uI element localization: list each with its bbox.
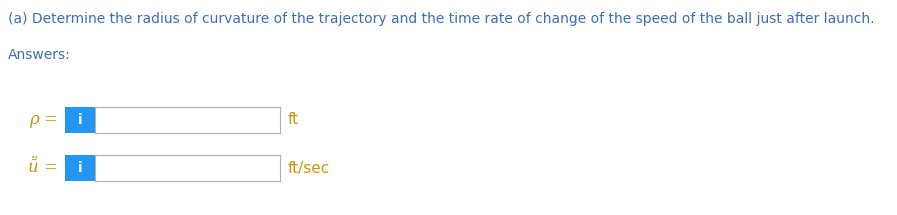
Text: (a) Determine the radius of curvature of the trajectory and the time rate of cha: (a) Determine the radius of curvature of…	[8, 12, 875, 26]
Text: ρ =: ρ =	[29, 112, 58, 129]
Text: Answers:: Answers:	[8, 48, 71, 62]
Text: ṻ =: ṻ =	[28, 160, 58, 177]
Text: i: i	[78, 113, 83, 127]
Text: ft: ft	[288, 112, 299, 127]
Text: ft/sec: ft/sec	[288, 161, 330, 175]
Text: i: i	[78, 161, 83, 175]
